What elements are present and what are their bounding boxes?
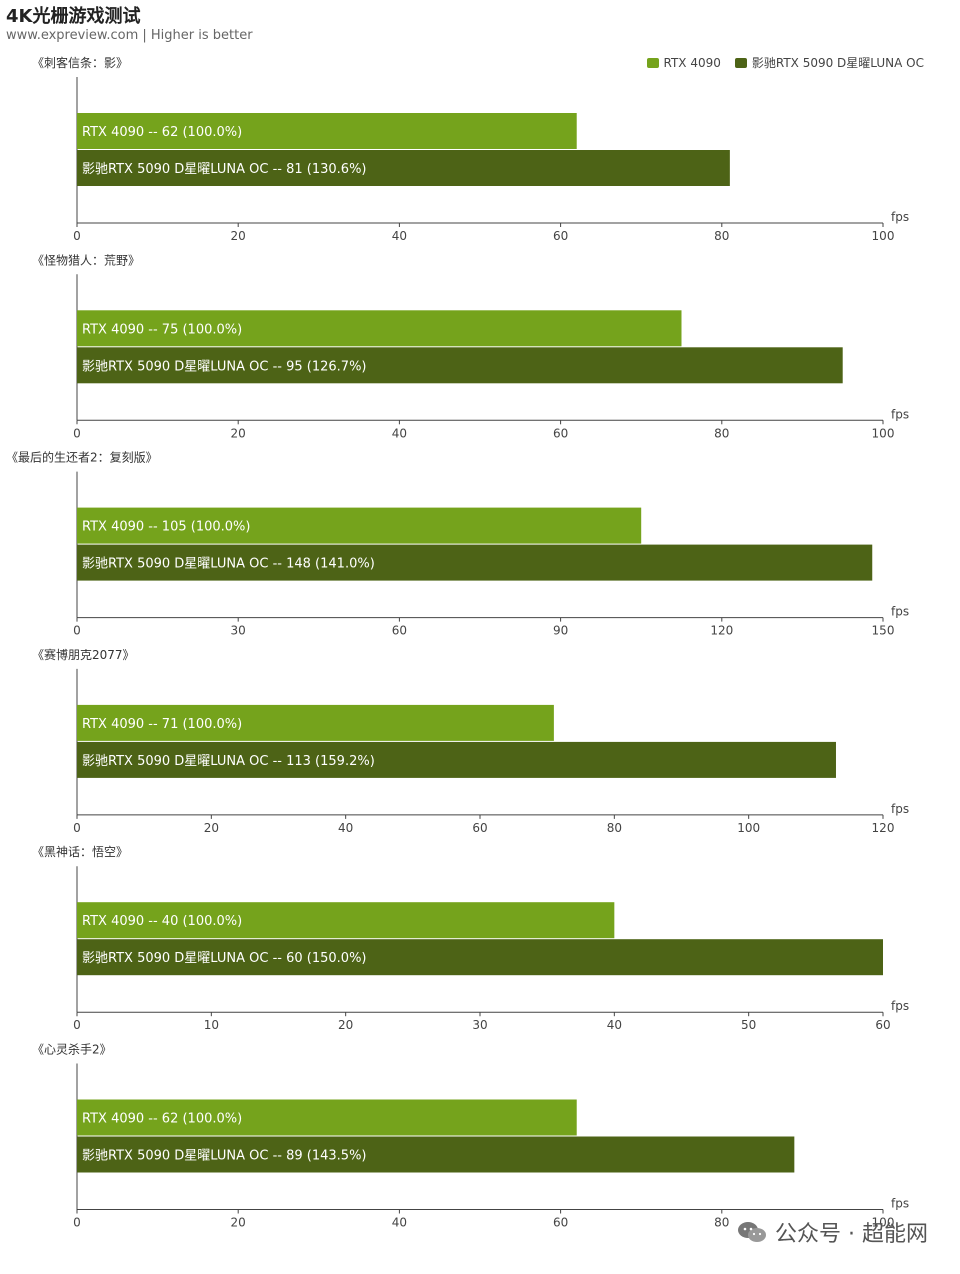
x-tick-label: 80: [714, 1216, 729, 1230]
bar-rtx4090[interactable]: [77, 704, 554, 741]
legend-item-rtx4090[interactable]: RTX 4090: [646, 55, 721, 70]
bar-rtx5090[interactable]: [77, 741, 836, 778]
x-tick-label: 40: [392, 426, 407, 440]
bar-data-label: RTX 4090 -- 105 (100.0%): [82, 520, 250, 535]
x-tick-label: 0: [73, 624, 81, 638]
bar-data-label: 影驰RTX 5090 D星曜LUNA OC -- 113 (159.2%): [82, 754, 375, 769]
bar-rtx5090[interactable]: [77, 1136, 795, 1173]
chart-title: 《心灵杀手2》: [32, 1042, 112, 1057]
bar-data-label: 影驰RTX 5090 D星曜LUNA OC -- 95 (126.7%): [82, 359, 367, 374]
x-tick-label: 0: [73, 1216, 81, 1230]
x-tick-label: 0: [73, 426, 81, 440]
x-tick-label: 40: [338, 821, 353, 835]
bar-rtx5090[interactable]: [77, 150, 730, 186]
bar-rtx4090[interactable]: [77, 507, 642, 544]
x-tick-label: 80: [607, 821, 622, 835]
page-title: 4K光栅游戏测试: [6, 6, 141, 27]
legend: RTX 4090 影驰RTX 5090 D星曜LUNA OC: [646, 54, 924, 71]
x-axis-unit: fps: [891, 407, 909, 421]
x-tick-label: 20: [231, 426, 246, 440]
x-tick-label: 30: [231, 624, 246, 638]
x-tick-label: 0: [73, 821, 81, 835]
chart-title: 《赛博朋克2077》: [32, 647, 135, 662]
bar-data-label: 影驰RTX 5090 D星曜LUNA OC -- 81 (130.6%): [82, 162, 367, 177]
bar-data-label: 影驰RTX 5090 D星曜LUNA OC -- 60 (150.0%): [82, 951, 367, 966]
x-axis-unit: fps: [891, 1197, 909, 1211]
x-tick-label: 20: [338, 1018, 353, 1032]
x-axis-unit: fps: [891, 999, 909, 1013]
x-tick-label: 60: [875, 1018, 890, 1032]
chart-title: 《最后的生还者2：复刻版》: [6, 450, 158, 465]
legend-item-rtx5090[interactable]: 影驰RTX 5090 D星曜LUNA OC: [734, 54, 924, 71]
bar-data-label: RTX 4090 -- 62 (100.0%): [82, 1112, 242, 1127]
x-tick-label: 60: [553, 1216, 568, 1230]
x-tick-label: 0: [73, 229, 81, 243]
x-tick-label: 60: [553, 426, 568, 440]
x-tick-label: 40: [392, 1216, 407, 1230]
legend-label-rtx5090: 影驰RTX 5090 D星曜LUNA OC: [751, 56, 924, 70]
x-tick-label: 100: [872, 1216, 895, 1230]
x-tick-label: 150: [872, 624, 895, 638]
bar-rtx4090[interactable]: [77, 310, 682, 347]
x-tick-label: 20: [204, 821, 219, 835]
x-tick-label: 0: [73, 1018, 81, 1032]
x-tick-label: 100: [737, 821, 760, 835]
bar-data-label: RTX 4090 -- 62 (100.0%): [82, 125, 242, 140]
legend-label-rtx4090: RTX 4090: [663, 55, 721, 70]
chart-title: 《黑神话：悟空》: [32, 844, 128, 859]
x-tick-label: 10: [204, 1018, 219, 1032]
x-tick-label: 90: [553, 624, 568, 638]
bar-rtx5090[interactable]: [77, 939, 883, 976]
x-tick-label: 30: [472, 1018, 487, 1032]
bar-data-label: RTX 4090 -- 71 (100.0%): [82, 717, 242, 732]
x-tick-label: 120: [710, 624, 733, 638]
x-tick-label: 120: [872, 821, 895, 835]
wechat-icon: [738, 1222, 767, 1242]
x-tick-label: 20: [231, 229, 246, 243]
legend-swatch-rtx5090: [734, 57, 747, 68]
bar-rtx5090[interactable]: [77, 347, 843, 384]
bar-data-label: 影驰RTX 5090 D星曜LUNA OC -- 148 (141.0%): [82, 557, 375, 572]
x-tick-label: 40: [607, 1018, 622, 1032]
x-tick-label: 50: [741, 1018, 756, 1032]
bar-rtx4090[interactable]: [77, 1099, 577, 1136]
x-tick-label: 80: [714, 229, 729, 243]
x-tick-label: 60: [392, 624, 407, 638]
x-tick-label: 60: [553, 229, 568, 243]
watermark: 公众号 · 超能网: [737, 1216, 928, 1248]
bar-rtx5090[interactable]: [77, 544, 873, 581]
x-tick-label: 80: [714, 426, 729, 440]
bar-data-label: RTX 4090 -- 75 (100.0%): [82, 322, 242, 337]
x-axis-unit: fps: [891, 210, 909, 224]
watermark-text: 公众号 · 超能网: [775, 1222, 928, 1247]
chart-title: 《刺客信条：影》: [32, 55, 128, 70]
x-axis-unit: fps: [891, 802, 909, 816]
legend-swatch-rtx4090: [646, 57, 659, 68]
x-tick-label: 100: [872, 229, 895, 243]
x-tick-label: 40: [392, 229, 407, 243]
bar-rtx4090[interactable]: [77, 902, 615, 939]
x-axis-unit: fps: [891, 605, 909, 619]
bar-data-label: 影驰RTX 5090 D星曜LUNA OC -- 89 (143.5%): [82, 1149, 367, 1164]
page-subtitle: www.expreview.com | Higher is better: [6, 28, 253, 43]
bar-data-label: RTX 4090 -- 40 (100.0%): [82, 914, 242, 929]
chart-title: 《怪物猎人：荒野》: [32, 253, 140, 267]
x-tick-label: 100: [872, 426, 895, 440]
x-tick-label: 20: [231, 1216, 246, 1230]
x-tick-label: 60: [472, 821, 487, 835]
bar-rtx4090[interactable]: [77, 113, 577, 149]
